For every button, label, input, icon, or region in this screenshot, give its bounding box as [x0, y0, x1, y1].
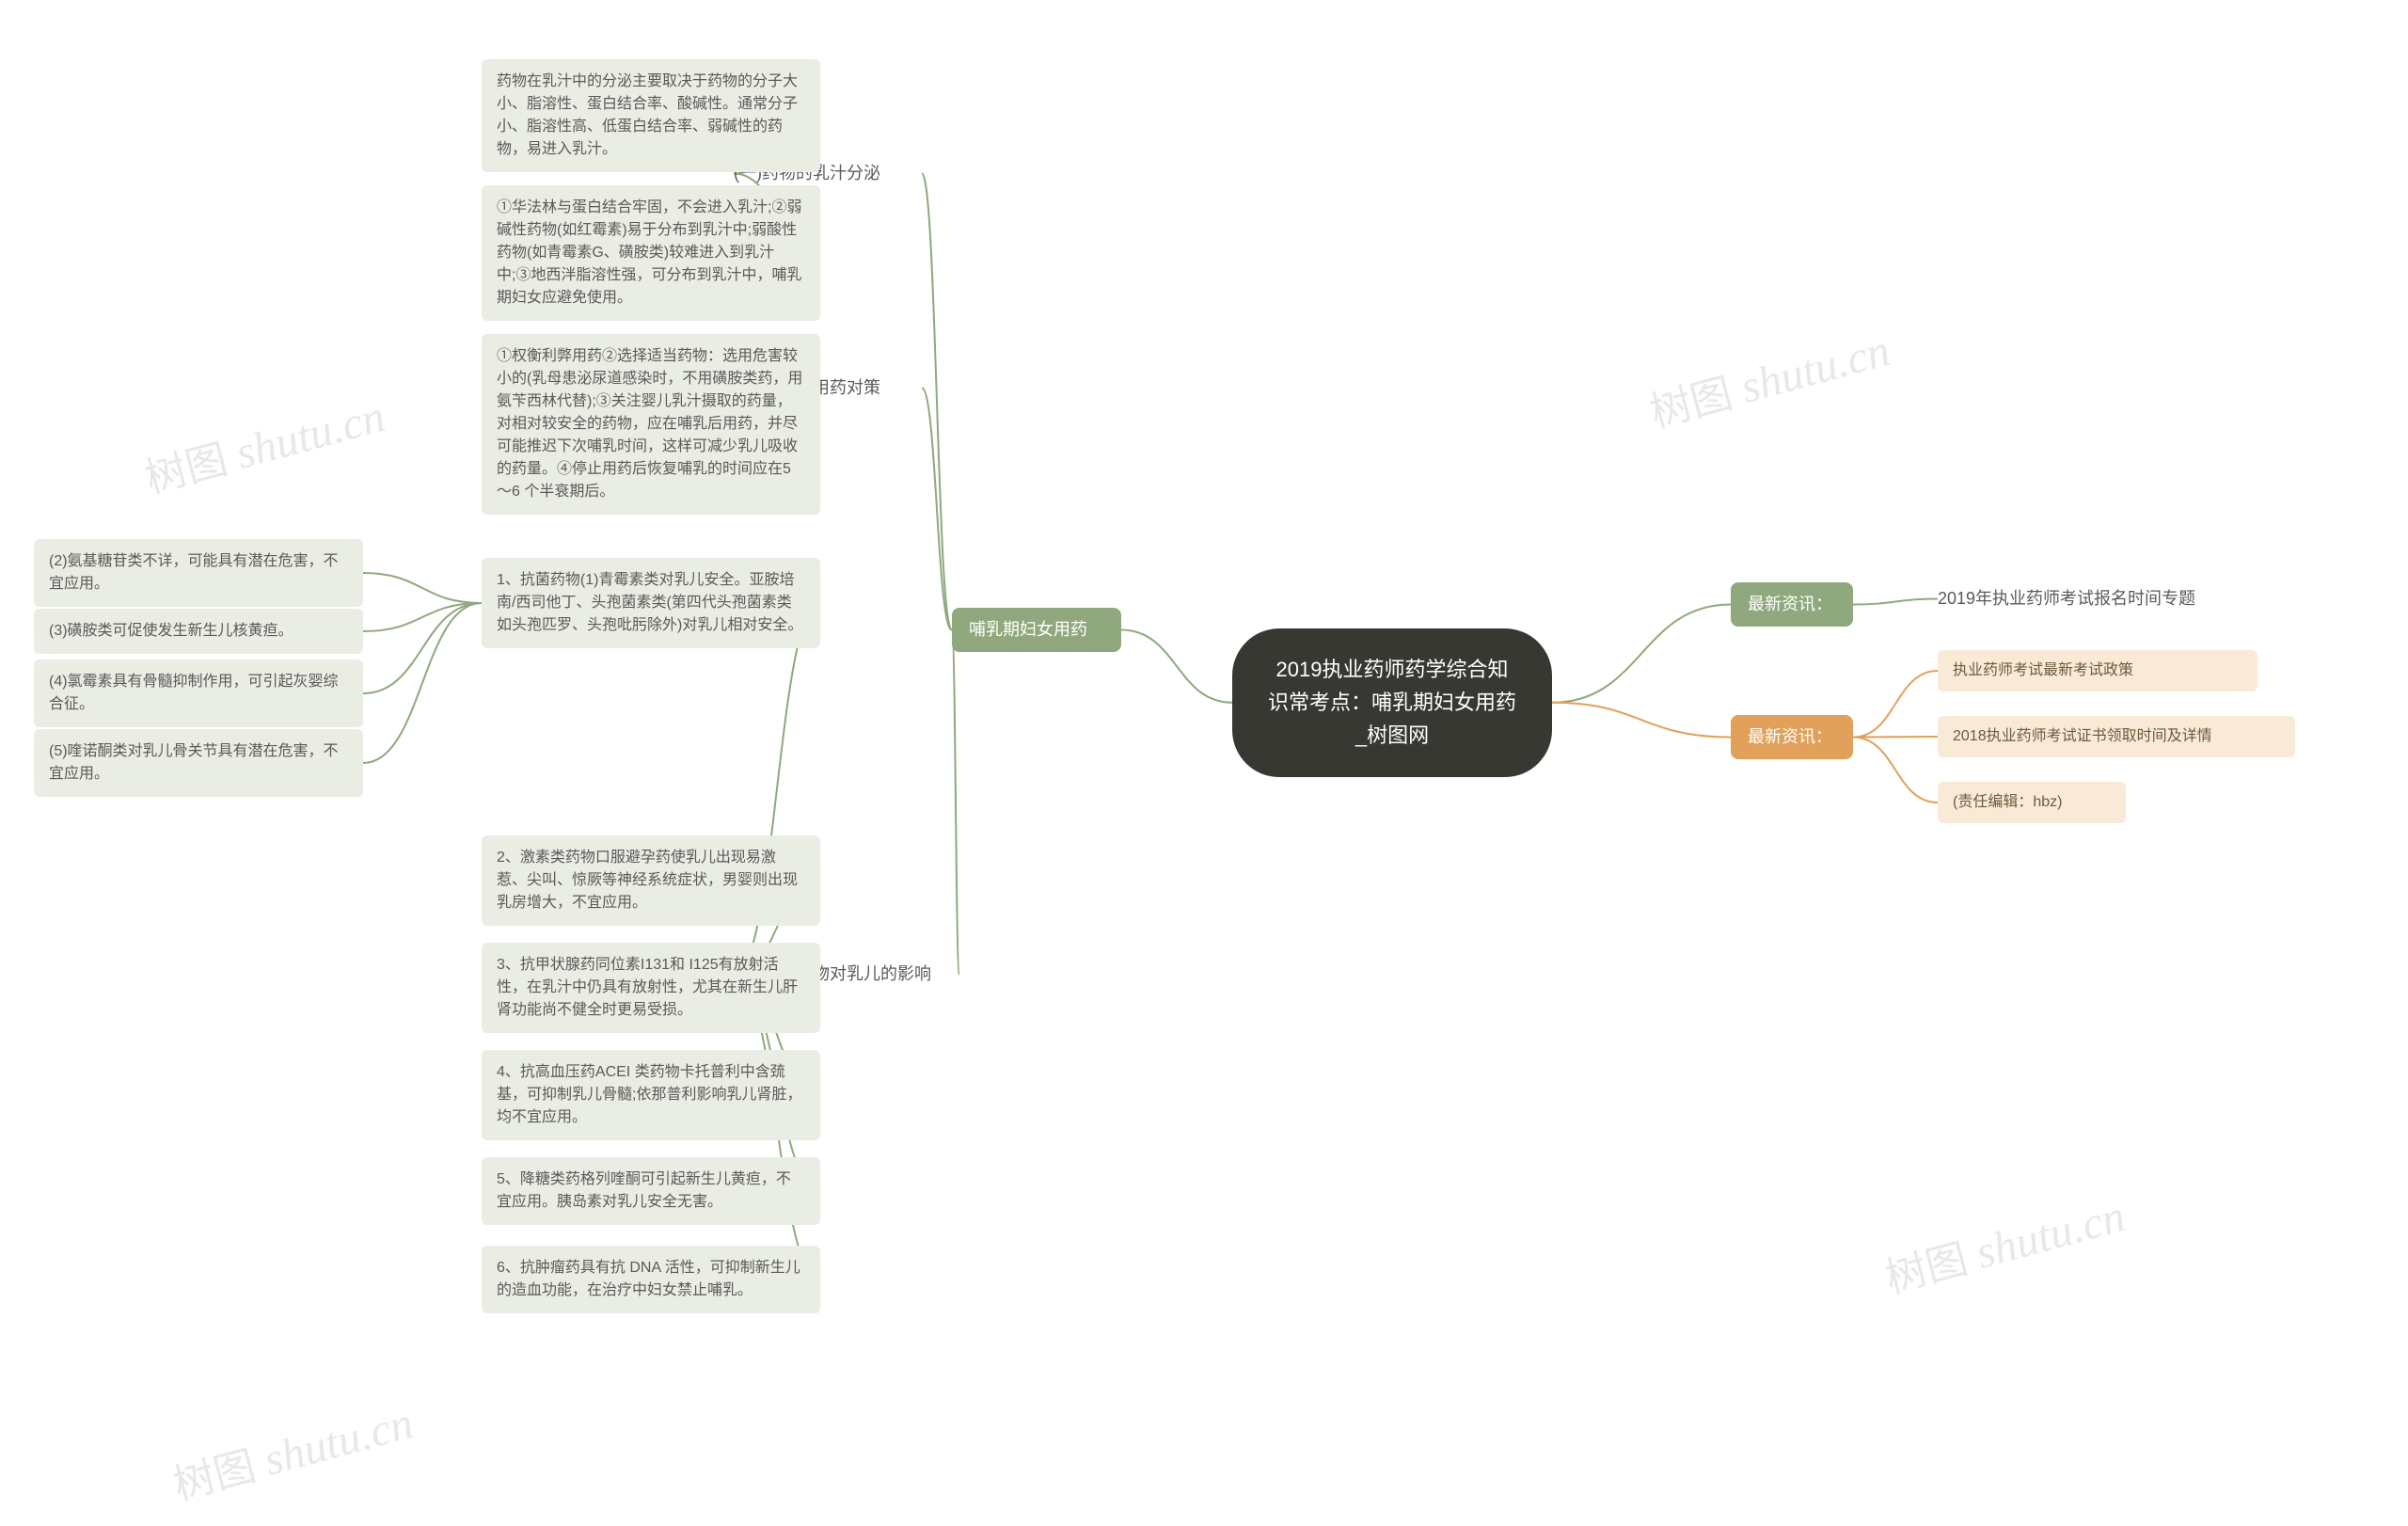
watermark: 树图 shutu.cn	[137, 383, 390, 504]
branch-news-2[interactable]: 最新资讯：	[1731, 715, 1853, 759]
sec3-leaf-2[interactable]: 2、激素类药物口服避孕药使乳儿出现易激惹、尖叫、惊厥等神经系统症状，男婴则出现乳…	[482, 835, 820, 926]
news1-item[interactable]: 2019年执业药师考试报名时间专题	[1938, 586, 2239, 612]
news2-item-2[interactable]: 2018执业药师考试证书领取时间及详情	[1938, 716, 2295, 757]
sec3-leaf-1c[interactable]: (4)氯霉素具有骨髓抑制作用，可引起灰婴综合征。	[34, 660, 363, 727]
sec1-leaf-1[interactable]: 药物在乳汁中的分泌主要取决于药物的分子大小、脂溶性、蛋白结合率、酸碱性。通常分子…	[482, 59, 820, 172]
sec2-leaf-1[interactable]: ①权衡利弊用药②选择适当药物：选用危害较小的(乳母患泌尿道感染时，不用磺胺类药，…	[482, 334, 820, 515]
sec3-leaf-1a[interactable]: (2)氨基糖苷类不详，可能具有潜在危害，不宜应用。	[34, 539, 363, 607]
branch-breastfeeding[interactable]: 哺乳期妇女用药	[952, 608, 1121, 652]
watermark: 树图 shutu.cn	[166, 1390, 419, 1511]
sec3-leaf-1b[interactable]: (3)磺胺类可促使发生新生儿核黄疸。	[34, 609, 363, 654]
sec3-leaf-5[interactable]: 5、降糖类药格列喹酮可引起新生儿黄疸，不宜应用。胰岛素对乳儿安全无害。	[482, 1157, 820, 1225]
sec1-leaf-2[interactable]: ①华法林与蛋白结合牢固，不会进入乳汁;②弱碱性药物(如红霉素)易于分布到乳汁中;…	[482, 185, 820, 321]
watermark: 树图 shutu.cn	[1642, 317, 1895, 438]
sec3-leaf-1[interactable]: 1、抗菌药物(1)青霉素类对乳儿安全。亚胺培南/西司他丁、头孢菌素类(第四代头孢…	[482, 558, 820, 648]
news2-item-1[interactable]: 执业药师考试最新考试政策	[1938, 650, 2258, 691]
sec3-leaf-6[interactable]: 6、抗肿瘤药具有抗 DNA 活性，可抑制新生儿的造血功能，在治疗中妇女禁止哺乳。	[482, 1246, 820, 1313]
root-node[interactable]: 2019执业药师药学综合知识常考点：哺乳期妇女用药_树图网	[1232, 628, 1552, 777]
watermark: 树图 shutu.cn	[1877, 1183, 2131, 1304]
sec3-leaf-1d[interactable]: (5)喹诺酮类对乳儿骨关节具有潜在危害，不宜应用。	[34, 729, 363, 797]
news2-item-3[interactable]: (责任编辑：hbz)	[1938, 782, 2126, 823]
sec3-leaf-4[interactable]: 4、抗高血压药ACEI 类药物卡托普利中含巯基，可抑制乳儿骨髓;依那普利影响乳儿…	[482, 1050, 820, 1140]
branch-news-1[interactable]: 最新资讯：	[1731, 582, 1853, 627]
sec3-leaf-3[interactable]: 3、抗甲状腺药同位素I131和 I125有放射活性，在乳汁中仍具有放射性，尤其在…	[482, 943, 820, 1033]
